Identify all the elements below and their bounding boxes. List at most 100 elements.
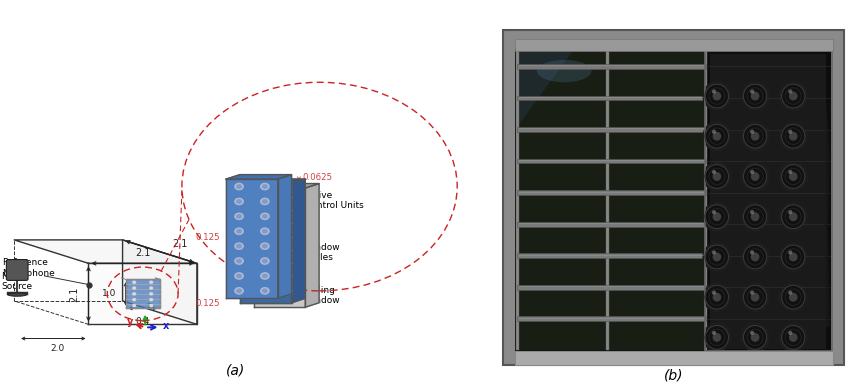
Circle shape: [703, 82, 731, 110]
Circle shape: [235, 243, 243, 249]
Polygon shape: [254, 184, 319, 188]
Text: Active
Control Units: Active Control Units: [261, 191, 363, 210]
Circle shape: [790, 213, 797, 220]
Polygon shape: [126, 279, 160, 308]
Bar: [517, 127, 706, 132]
Circle shape: [133, 305, 136, 307]
Circle shape: [261, 258, 269, 264]
Polygon shape: [278, 175, 292, 298]
Text: 2.1: 2.1: [70, 286, 80, 301]
Circle shape: [133, 287, 136, 289]
Circle shape: [133, 293, 136, 295]
Circle shape: [262, 230, 267, 233]
Circle shape: [781, 326, 805, 349]
Text: 1.0: 1.0: [103, 289, 117, 298]
Circle shape: [789, 291, 792, 294]
Text: z: z: [147, 301, 153, 312]
Circle shape: [712, 130, 716, 133]
Circle shape: [703, 283, 731, 311]
Circle shape: [261, 273, 269, 279]
Circle shape: [150, 305, 152, 307]
Circle shape: [751, 251, 753, 254]
Bar: [705, 50, 707, 350]
Circle shape: [751, 171, 753, 173]
Circle shape: [705, 326, 728, 349]
Circle shape: [150, 293, 152, 295]
Bar: [606, 50, 610, 350]
Circle shape: [713, 334, 721, 341]
Circle shape: [703, 162, 731, 191]
Circle shape: [712, 291, 716, 294]
Circle shape: [781, 245, 805, 269]
Circle shape: [262, 185, 267, 188]
Circle shape: [261, 243, 269, 249]
Circle shape: [780, 82, 807, 110]
Circle shape: [251, 278, 256, 282]
Circle shape: [150, 287, 152, 289]
Circle shape: [789, 211, 792, 214]
Text: 2.0: 2.0: [50, 344, 65, 353]
Circle shape: [705, 84, 728, 108]
Circle shape: [251, 234, 256, 238]
Circle shape: [713, 253, 721, 261]
Circle shape: [235, 213, 243, 220]
Circle shape: [781, 285, 805, 309]
Ellipse shape: [8, 293, 27, 296]
Polygon shape: [226, 175, 292, 179]
Circle shape: [790, 133, 797, 140]
Circle shape: [741, 162, 769, 191]
Circle shape: [712, 211, 716, 214]
Circle shape: [752, 293, 758, 301]
Circle shape: [703, 203, 731, 231]
Text: y: y: [127, 317, 133, 327]
Circle shape: [133, 299, 136, 301]
Circle shape: [751, 90, 753, 93]
Circle shape: [261, 184, 269, 190]
Bar: [517, 159, 706, 163]
Circle shape: [237, 185, 241, 188]
Circle shape: [251, 263, 256, 268]
Circle shape: [789, 331, 792, 334]
Circle shape: [237, 274, 241, 278]
Circle shape: [712, 90, 716, 93]
Circle shape: [752, 173, 758, 180]
Circle shape: [751, 130, 753, 133]
Polygon shape: [15, 240, 197, 263]
Bar: [517, 253, 706, 258]
Circle shape: [751, 291, 753, 294]
Circle shape: [705, 285, 728, 309]
Text: x: x: [163, 321, 169, 331]
Circle shape: [751, 331, 753, 334]
Circle shape: [703, 323, 731, 352]
Circle shape: [752, 133, 758, 140]
Circle shape: [790, 293, 797, 301]
Polygon shape: [254, 188, 305, 307]
Circle shape: [780, 283, 807, 311]
Text: 0.125: 0.125: [196, 233, 221, 242]
Circle shape: [251, 189, 256, 193]
Circle shape: [705, 124, 728, 148]
Circle shape: [261, 228, 269, 234]
Circle shape: [235, 228, 243, 234]
Circle shape: [235, 184, 243, 190]
Circle shape: [780, 162, 807, 191]
Circle shape: [276, 219, 281, 223]
Circle shape: [741, 243, 769, 271]
Text: 0.4: 0.4: [136, 317, 150, 326]
Circle shape: [744, 165, 767, 189]
Text: 0.125: 0.125: [196, 300, 221, 308]
Circle shape: [780, 323, 807, 352]
Circle shape: [237, 244, 241, 248]
Circle shape: [780, 243, 807, 271]
Polygon shape: [240, 184, 292, 303]
Bar: [517, 50, 706, 350]
Circle shape: [744, 124, 767, 148]
Circle shape: [262, 259, 267, 263]
Bar: [517, 64, 706, 69]
Polygon shape: [122, 240, 197, 324]
Text: 1.0: 1.0: [310, 232, 318, 246]
Circle shape: [744, 205, 767, 229]
Bar: [516, 351, 833, 365]
Text: Window
Grilles: Window Grilles: [269, 243, 340, 262]
Polygon shape: [89, 263, 197, 324]
